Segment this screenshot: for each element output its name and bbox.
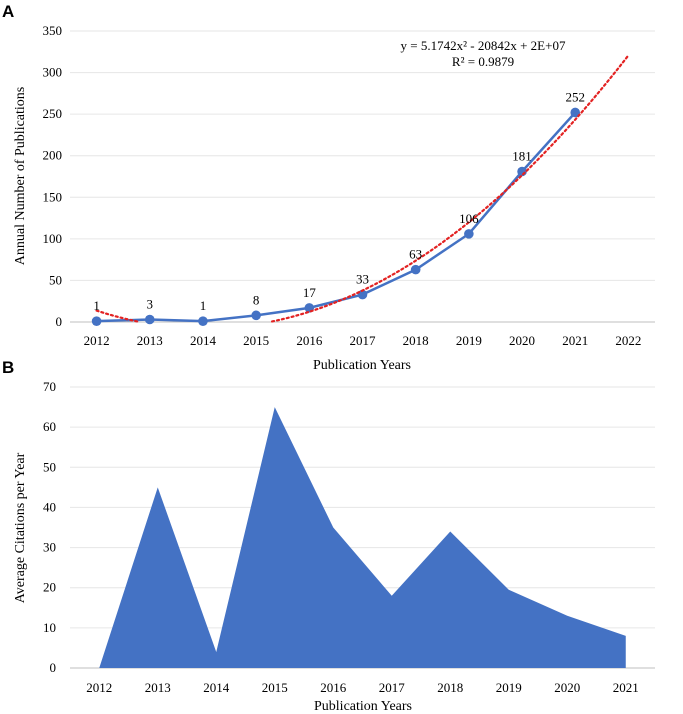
b-x-axis-title: Publication Years — [314, 699, 412, 714]
a-data-labels: 1 3 1 8 17 33 63 106 181 252 — [93, 89, 585, 313]
a-x-tick-label: 2015 — [243, 333, 269, 348]
b-y-tick-label: 40 — [43, 499, 56, 514]
a-data-label: 8 — [253, 292, 260, 307]
b-y-tick-label: 20 — [43, 580, 56, 595]
a-x-axis-title: Publication Years — [313, 358, 411, 373]
a-y-ticks: 0 50 100 150 200 250 300 350 — [43, 23, 63, 329]
b-x-tick-label: 2014 — [203, 680, 230, 695]
a-gridlines — [70, 30, 655, 323]
b-y-tick-label: 30 — [43, 540, 56, 555]
b-y-tick-label: 70 — [43, 379, 56, 394]
a-x-tick-label: 2018 — [403, 333, 429, 348]
b-y-tick-label: 60 — [43, 419, 56, 434]
a-data-label: 1 — [93, 298, 100, 313]
a-x-tick-label: 2021 — [562, 333, 588, 348]
b-y-tick-label: 50 — [43, 459, 56, 474]
a-y-tick-label: 350 — [43, 23, 63, 38]
a-series-line — [96, 111, 577, 323]
a-x-tick-label: 2013 — [137, 333, 163, 348]
a-trendline-group — [95, 54, 630, 323]
a-x-tick-label: 2020 — [509, 333, 535, 348]
b-x-tick-label: 2019 — [496, 680, 522, 695]
b-x-ticks: 2012 2013 2014 2015 2016 2017 2018 2019 2020 2021 — [86, 680, 639, 695]
a-y-tick-label: 0 — [56, 314, 63, 329]
panel-letter-a: A — [2, 2, 14, 21]
a-data-point — [251, 310, 261, 321]
a-x-ticks: 2012 2013 2014 2015 2016 2017 2018 2019 2020 2021… — [84, 333, 642, 348]
a-y-tick-label: 150 — [43, 189, 63, 204]
a-data-label: 63 — [409, 247, 422, 262]
a-x-tick-label: 2016 — [296, 333, 323, 348]
a-x-tick-label: 2022 — [615, 333, 641, 348]
b-x-tick-label: 2018 — [437, 680, 463, 695]
b-x-tick-label: 2021 — [613, 680, 639, 695]
b-area — [99, 407, 626, 668]
a-x-tick-label: 2012 — [84, 333, 110, 348]
a-data-point — [464, 229, 474, 239]
a-y-axis-title: Annual Number of Publications — [13, 87, 28, 265]
a-data-label: 17 — [303, 285, 317, 300]
a-data-label: 33 — [356, 272, 369, 287]
b-x-tick-label: 2016 — [320, 680, 347, 695]
a-data-label: 252 — [565, 89, 585, 104]
a-trend-r-squared: R² = 0.9879 — [452, 54, 514, 69]
b-y-ticks: 0 10 20 30 40 50 60 70 — [43, 379, 56, 675]
a-y-tick-label: 100 — [43, 231, 63, 246]
a-data-point — [410, 264, 421, 275]
a-trendline — [95, 54, 630, 323]
a-x-tick-label: 2017 — [350, 333, 377, 348]
a-data-label: 1 — [200, 298, 207, 313]
a-y-tick-label: 200 — [43, 148, 63, 163]
b-y-tick-label: 0 — [50, 660, 57, 675]
a-y-tick-label: 300 — [43, 65, 63, 80]
a-data-point — [198, 316, 208, 326]
b-x-tick-label: 2013 — [145, 680, 171, 695]
a-y-tick-label: 250 — [43, 106, 63, 121]
a-data-point — [144, 314, 155, 325]
a-data-label: 181 — [512, 149, 532, 164]
a-trend-equation: y = 5.1742x² - 20842x + 2E+07 — [401, 38, 566, 53]
a-x-tick-label: 2014 — [190, 333, 217, 348]
b-x-tick-label: 2012 — [86, 680, 112, 695]
b-series — [99, 407, 626, 668]
a-data-label: 106 — [459, 211, 479, 226]
a-y-tick-label: 50 — [49, 272, 62, 287]
chart-a: A 0 50 100 150 200 250 300 350 2012 2013 2014 2015… — [2, 2, 655, 373]
b-x-tick-label: 2015 — [262, 680, 288, 695]
a-x-tick-label: 2019 — [456, 333, 482, 348]
a-series — [91, 107, 581, 326]
panel-letter-b: B — [2, 358, 14, 377]
b-y-tick-label: 10 — [43, 620, 56, 635]
a-data-label: 3 — [147, 297, 154, 312]
a-data-point — [517, 166, 527, 177]
b-x-tick-label: 2017 — [379, 680, 406, 695]
b-x-tick-label: 2020 — [554, 680, 580, 695]
a-data-point — [91, 316, 102, 326]
b-y-axis-title: Average Citations per Year — [13, 452, 28, 603]
a-data-point — [570, 107, 581, 118]
